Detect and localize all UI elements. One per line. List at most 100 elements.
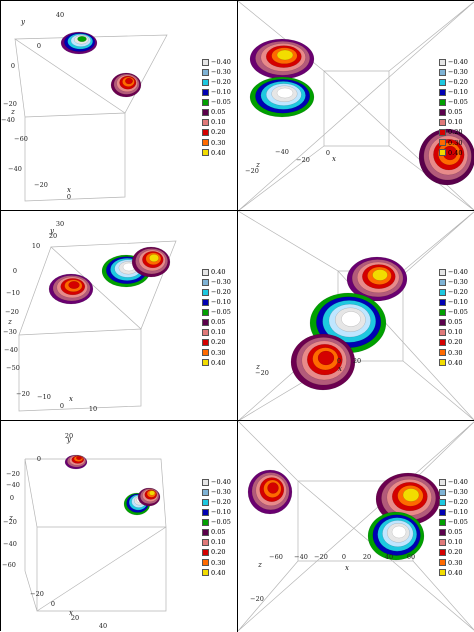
legend-item: 0.05 [439,317,473,327]
legend-label: −0.10 [211,508,231,517]
legend-item: −0.05 [439,307,473,317]
legend-label: 0.20 [211,548,226,557]
legend-swatch [439,149,446,157]
legend-swatch [439,498,446,506]
legend-label: 0.05 [448,528,463,537]
legend-item: 0.30 [439,138,473,148]
legend-swatch [439,488,446,496]
isosurface-shell [341,311,361,327]
legend-item: 0.10 [202,328,236,338]
tick-label: 20 [353,357,361,365]
legend-label: −0.20 [448,77,468,86]
legend-label: −0.05 [448,518,468,527]
legend-item: −0.20 [439,287,473,297]
panel-6-legend: −0.40 −0.30 −0.20 −0.10 −0.05 0.05 0.10 0.20 0.3… [439,477,473,578]
legend-swatch [439,569,446,577]
legend-swatch [439,349,446,357]
isosurface-lobe [48,273,94,305]
isosurface-shell [77,36,87,42]
isosurface-shell [317,350,335,366]
bounding-box-frame [18,240,177,412]
plot-panel-3: 30 20 10 0 −10 −20 −30 −40 −50 −20 −10 0 10 y z x 0.40 −0… [1,211,238,421]
legend-label: 0.10 [448,538,463,547]
legend-swatch [202,58,209,66]
legend-item: −0.40 [202,477,236,487]
legend-item: 0.40 [439,358,473,368]
legend-swatch [202,109,209,117]
legend-label: 0.10 [448,118,463,127]
axis-label-y: y [20,18,26,26]
isosurface-lobe [375,472,441,526]
legend-item: −0.05 [202,517,236,527]
tick-label: −20 [3,518,17,526]
isosurface-lobe [131,246,171,278]
tick-label: 20 [65,432,73,440]
legend-item: −0.10 [202,87,236,97]
legend-item: −0.20 [202,287,236,297]
legend-swatch [202,129,209,137]
plot-panel-1: 40 0 0 −20 −40 −60 −40 −20 0 y z x −0.40 −0.30 −0.20 −0… [1,1,238,211]
tick-label: −20 [245,167,259,175]
legend-swatch [202,139,209,147]
legend-label: 0.05 [448,108,463,117]
legend-item: −0.30 [202,67,236,77]
legend-label: −0.10 [211,298,231,307]
legend-swatch [202,319,209,327]
tick-label: −20 [6,470,20,478]
legend-label: −0.40 [211,477,231,486]
legend-label: 0.20 [448,128,463,137]
legend-label: 0.40 [211,148,226,157]
axis-label-y: y [66,436,72,444]
isosurface-shell [68,281,80,289]
legend-swatch [202,518,209,526]
axis-label-x: x [345,564,349,572]
legend-swatch [202,529,209,537]
panel-4-legend: −0.40 −0.30 −0.20 −0.10 −0.05 0.05 0.10 0.20 0.3… [439,267,473,368]
legend-label: 0.20 [448,338,463,347]
isosurface-lobe [64,454,88,470]
isosurface-shell [267,482,279,494]
legend-label: −0.30 [448,487,468,496]
legend-item: 0.20 [202,548,236,558]
axis-label-z: z [255,161,260,169]
legend-label: 0.20 [448,548,463,557]
legend-item: 0.30 [439,348,473,358]
legend-item: −0.30 [202,277,236,287]
legend-item: −0.40 [439,267,473,277]
legend-swatch [439,508,446,516]
legend-item: 0.20 [202,128,236,138]
isosurface-shell [76,456,82,460]
legend-label: −0.20 [211,77,231,86]
plot-panel-2: −40 −20 0 −20 x z −0.40 −0.30 −0.20 −0.10 −0.05 0.0… [238,1,474,211]
bounding-box-frame [14,34,168,202]
legend-label: 0.40 [211,568,226,577]
legend-label: 0.30 [211,348,226,357]
legend-swatch [202,549,209,557]
tick-label: 40 [99,622,107,630]
legend-swatch [439,539,446,547]
axis-label-x: x [338,365,342,373]
legend-item: −0.30 [439,277,473,287]
legend-swatch [202,498,209,506]
legend-swatch [202,569,209,577]
isosurface-shell [276,87,294,99]
legend-label: −0.40 [211,57,231,66]
bounding-box-frame [238,1,474,210]
tick-label: −20 [5,308,19,316]
tick-label: 30 [56,220,64,228]
legend-swatch [202,78,209,86]
legend-swatch [202,508,209,516]
legend-swatch [439,98,446,106]
legend-swatch [439,268,446,276]
legend-label: −0.05 [211,308,231,317]
legend-label: −0.05 [448,308,468,317]
legend-item: −0.20 [439,77,473,87]
legend-label: 0.30 [448,558,463,567]
legend-label: 0.10 [448,328,463,337]
plot-panel-6: −60 −40 −20 0 20 40 60 −20 x z −0.40 −0.30 −0.20 −0.1… [238,421,474,632]
legend-item: −0.10 [439,87,473,97]
axis-label-x: x [69,609,73,617]
isosurface-shell [149,490,155,496]
legend-item: −0.05 [439,97,473,107]
legend-swatch [202,88,209,96]
